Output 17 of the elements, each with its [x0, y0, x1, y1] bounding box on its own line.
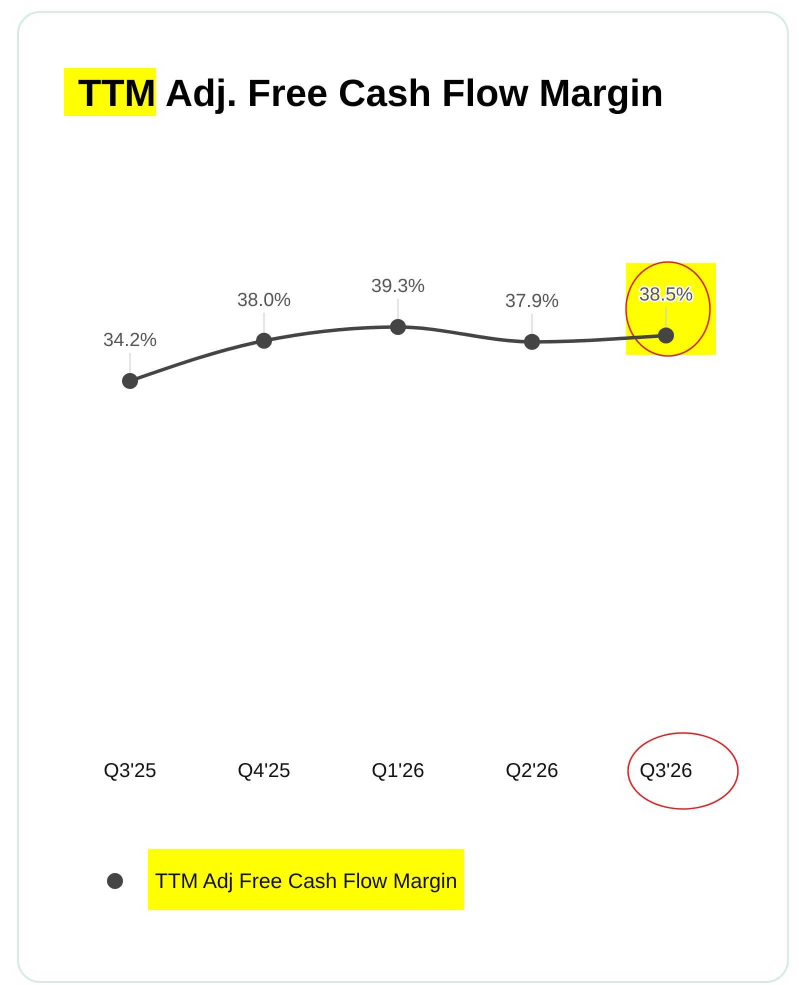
data-label: 34.2%: [103, 330, 158, 351]
x-tick-label: Q4'25: [238, 760, 290, 782]
x-tick-label: Q3'25: [104, 760, 156, 782]
data-label: 39.3%: [371, 276, 426, 297]
point: [122, 372, 138, 389]
data-label: 37.9%: [505, 290, 560, 312]
chart-title: TTM Adj. Free Cash Flow Margin: [78, 73, 664, 115]
legend-label: TTM Adj Free Cash Flow Margin: [155, 870, 458, 893]
data-label: 38.5%: [639, 284, 694, 306]
x-tick-label: Q2'26: [506, 760, 558, 782]
data-label: 38.0%: [237, 290, 292, 311]
x-tick-label: Q1'26: [372, 760, 424, 782]
point: [256, 332, 272, 349]
point: [658, 327, 674, 344]
x-tick-label: Q3'26: [640, 760, 692, 782]
point: [390, 319, 406, 335]
point: [524, 334, 540, 350]
